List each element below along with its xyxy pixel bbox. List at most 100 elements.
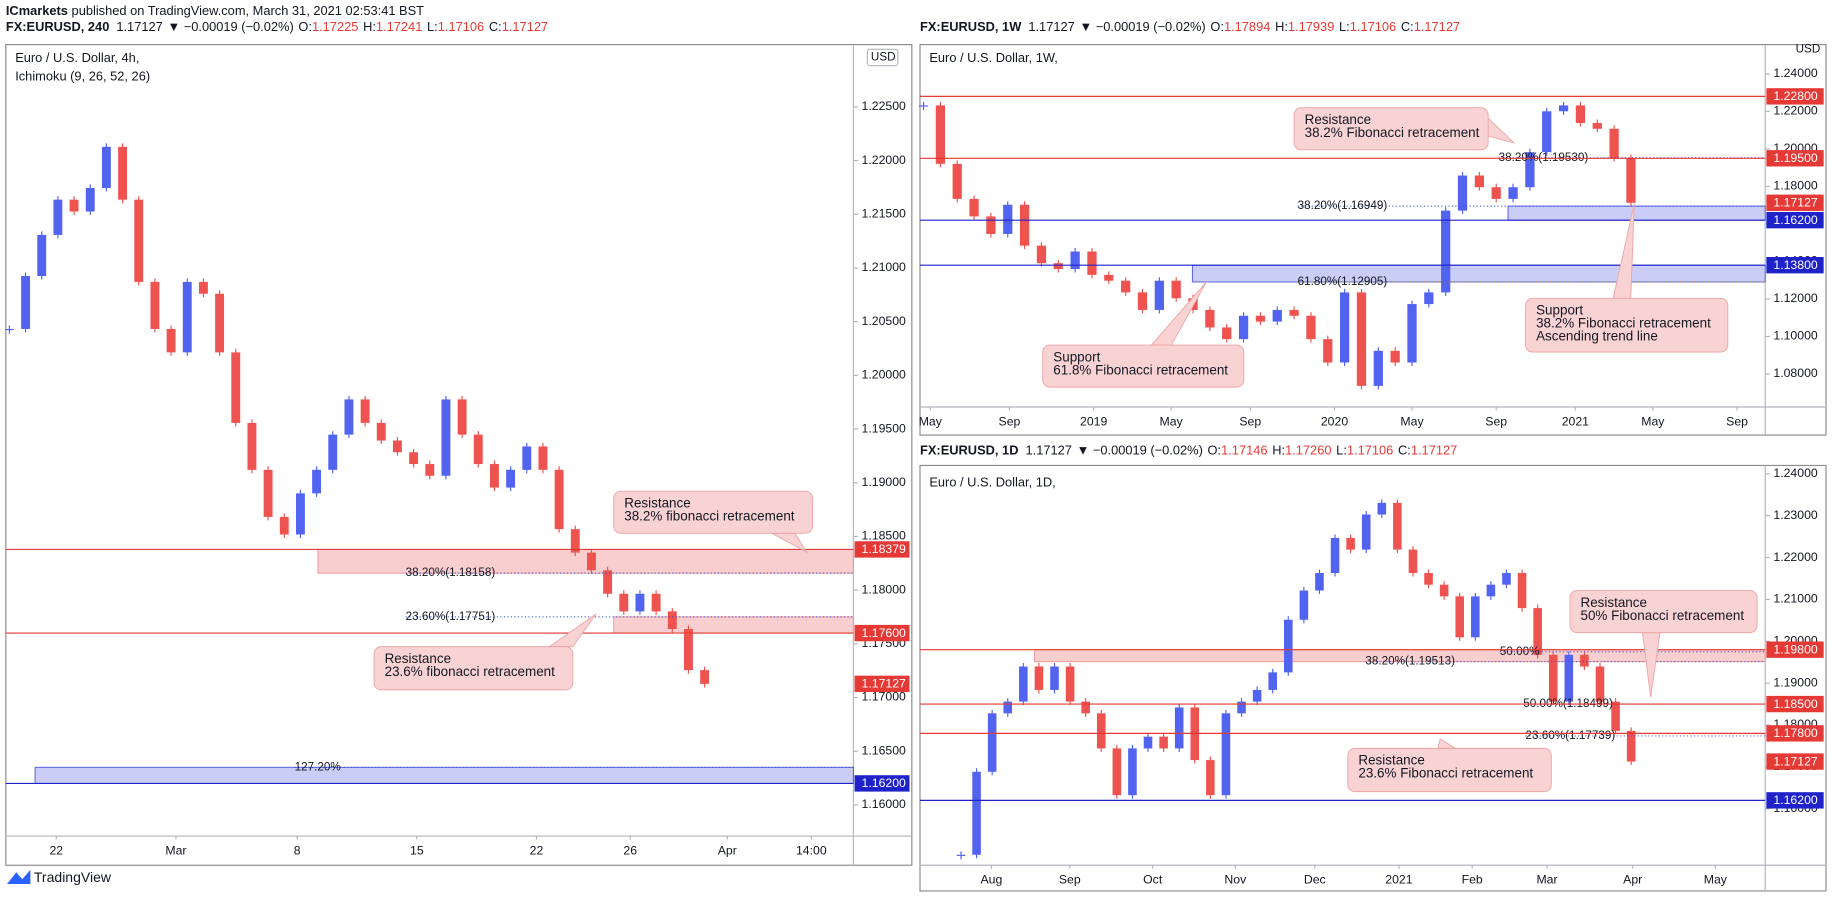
candle <box>1457 175 1468 211</box>
candle <box>956 854 966 856</box>
y-tick-label: 1.08000 <box>1773 366 1818 380</box>
candle <box>603 570 613 594</box>
x-tick-label: 2020 <box>1321 414 1348 428</box>
candle <box>1065 666 1075 702</box>
y-tick-label: 1.17000 <box>862 690 907 704</box>
y-tick-label: 1.22000 <box>1773 104 1818 118</box>
candle <box>1474 175 1485 188</box>
zone <box>34 766 854 784</box>
callout <box>1042 344 1245 388</box>
symbol-line: FX:EURUSD, 1W 1.17127 ▼ −0.00019 (−0.02%) O… <box>920 20 1460 35</box>
x-tick-label: Sep <box>1239 414 1261 428</box>
callout-text: Resistance <box>624 496 690 511</box>
fib-label-bg <box>404 566 496 579</box>
y-tick-label: 1.19000 <box>1773 675 1818 689</box>
x-tick-label: 2021 <box>1562 414 1589 428</box>
candle <box>1580 654 1589 667</box>
x-tick-label: Feb <box>1462 873 1483 887</box>
candle <box>118 146 128 200</box>
fib-label-bg <box>1296 275 1388 288</box>
x-tick-label: May <box>1704 873 1728 887</box>
candle <box>969 198 979 217</box>
ohlc-value: 1.17260 <box>1285 443 1331 458</box>
x-tick-label: Mar <box>1536 873 1557 887</box>
candle <box>522 446 532 470</box>
ohlc-value: 1.17939 <box>1288 20 1334 35</box>
ohlc-label: O: <box>1208 443 1222 458</box>
candle <box>198 281 208 294</box>
callout-text: 23.6% fibonacci retracement <box>385 664 556 679</box>
y-tick-label: 1.22000 <box>1773 550 1818 564</box>
callout-text: 23.6% Fibonacci retracement <box>1358 766 1533 781</box>
x-tick-label: Nov <box>1224 873 1247 887</box>
price-tag-label: 1.22800 <box>1773 89 1818 103</box>
fib-label-bg <box>293 760 341 773</box>
price-tag-label: 1.17600 <box>862 626 907 640</box>
candle <box>263 469 273 517</box>
callout <box>1347 747 1552 793</box>
candle <box>1019 204 1030 246</box>
candle <box>1174 707 1184 749</box>
fib-label: 50.00% <box>1500 645 1540 658</box>
candle <box>1154 280 1164 310</box>
y-tick-label: 1.18500 <box>862 529 907 543</box>
candle <box>1128 748 1137 796</box>
candle <box>1137 292 1148 310</box>
symbol-line: FX:EURUSD, 240 1.17127 ▼ −0.00019 (−0.02%)… <box>6 20 548 35</box>
candle <box>1221 713 1231 796</box>
candle <box>392 440 402 453</box>
y-tick-label: 1.24000 <box>1773 466 1818 480</box>
candle <box>150 281 160 329</box>
candle <box>247 422 257 470</box>
candle <box>1361 514 1371 550</box>
candle <box>1471 596 1480 638</box>
candle <box>134 199 144 282</box>
candle <box>1315 572 1324 591</box>
y-tick-label: 1.20500 <box>862 314 907 328</box>
candle <box>1408 549 1418 573</box>
candle <box>1626 730 1636 762</box>
ohlc-label: L: <box>1339 20 1350 35</box>
callout <box>373 646 574 691</box>
y-tick-label: 1.16500 <box>862 743 907 757</box>
price-tag <box>854 624 910 642</box>
candle <box>1542 111 1552 153</box>
price-tag-label: 1.17127 <box>1773 754 1818 768</box>
fib-label: 23.60%(1.17739) <box>1526 729 1616 742</box>
candle <box>489 464 499 488</box>
candle <box>1222 327 1232 340</box>
candle <box>1104 274 1114 281</box>
candle <box>554 469 564 530</box>
ohlc-label: H: <box>1272 443 1285 458</box>
candle <box>700 670 710 684</box>
y-tick-label: 1.22000 <box>862 153 907 167</box>
indicator: Ichimoku (9, 26, 52, 26) <box>15 69 150 84</box>
price-tag-label: 1.18500 <box>1773 697 1818 711</box>
candle <box>1356 292 1367 386</box>
zone <box>317 548 854 574</box>
price-tag <box>1766 641 1824 658</box>
x-tick-label: Oct <box>1143 873 1163 887</box>
candle <box>1486 584 1496 597</box>
fib-label: 38.20%(1.19530) <box>1499 151 1589 164</box>
candle <box>37 234 47 277</box>
price-tag <box>854 775 910 792</box>
candle <box>1455 596 1465 638</box>
price-tag-label: 1.17127 <box>1773 196 1818 210</box>
candle <box>506 469 516 488</box>
x-tick-label: 2021 <box>1385 873 1412 887</box>
candle <box>1003 204 1013 234</box>
candle <box>1306 315 1316 340</box>
candle <box>1491 187 1501 199</box>
ohlc-label: H: <box>1275 20 1288 35</box>
fib-label-bg <box>1296 199 1388 212</box>
callout-text: Ascending trend line <box>1536 328 1658 343</box>
x-tick-label: May <box>1400 414 1424 428</box>
candle <box>409 452 419 465</box>
price-tag <box>854 541 910 558</box>
x-tick-label: Sep <box>1059 873 1081 887</box>
fib-label: 23.60%(1.17751) <box>406 610 496 623</box>
candle <box>1533 608 1542 655</box>
candles <box>956 499 1636 860</box>
callout <box>1569 590 1758 634</box>
